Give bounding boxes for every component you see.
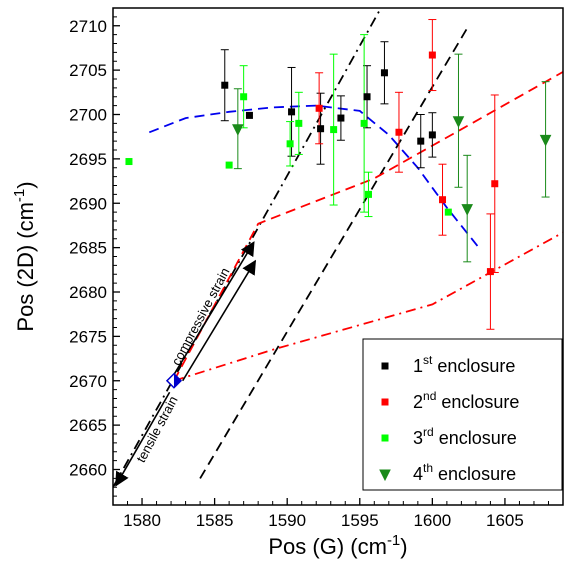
legend-label-rest: enclosure: [432, 356, 515, 376]
y-axis-title: Pos (2D) (cm-1): [11, 181, 38, 331]
data-point-s2-p0: [125, 158, 133, 166]
legend-label-2: 3rd enclosure: [413, 425, 517, 448]
legend-label-num: 1: [413, 356, 423, 376]
legend-label-sup: rd: [423, 425, 434, 439]
x-tick-label-4: 1600: [413, 511, 451, 530]
x-axis-title-sup: -1: [387, 532, 400, 549]
data-point-s2-p2: [240, 93, 248, 101]
data-point-s3-p1: [452, 116, 465, 128]
y-tick-label-5: 2685: [69, 239, 107, 258]
guide-line-0: [148, 104, 480, 249]
legend-label-rest: enclosure: [436, 392, 519, 412]
legend-label-num: 2: [413, 392, 423, 412]
legend-label-rest: enclosure: [434, 428, 517, 448]
data-point-s3-p3: [539, 134, 552, 147]
data-point-s2-p7: [364, 190, 372, 198]
x-tick-label-5: 1605: [486, 511, 524, 530]
strain-arrow-2: [115, 391, 171, 487]
legend-label-sup: st: [423, 353, 433, 367]
legend-label-1: 2nd enclosure: [413, 389, 519, 412]
x-tick-label-1: 1585: [196, 511, 234, 530]
legend-marker-2: [381, 434, 389, 442]
guide-line-1: [199, 25, 470, 479]
legend-marker-3: [379, 469, 391, 482]
data-point-s2-p1: [225, 161, 233, 169]
data-point-s3-p0: [232, 124, 244, 136]
y-tick-label-9: 2705: [69, 61, 107, 80]
data-point-s0-p1: [245, 111, 253, 119]
data-point-s0-p3: [317, 125, 325, 133]
legend-marker-0: [381, 362, 389, 370]
y-tick-label-4: 2680: [69, 283, 107, 302]
y-tick-label-3: 2675: [69, 327, 107, 346]
y-axis-title-sup: -1: [11, 189, 28, 202]
y-axis-title-end: ): [13, 181, 38, 188]
data-point-s2-p8: [444, 208, 452, 216]
x-tick-label-3: 1595: [341, 511, 379, 530]
data-point-s2-p4: [295, 119, 303, 127]
data-point-s2-p5: [330, 126, 338, 134]
y-tick-label-0: 2660: [69, 461, 107, 480]
legend-label-0: 1st enclosure: [413, 353, 515, 376]
y-tick-label-10: 2710: [69, 17, 107, 36]
x-axis-title-end: ): [400, 534, 407, 559]
guide-line-2: [113, 8, 382, 488]
data-point-s0-p6: [380, 69, 388, 77]
data-point-s1-p3: [439, 196, 447, 204]
x-tick-label-2: 1590: [268, 511, 306, 530]
x-tick-label-0: 1580: [123, 511, 161, 530]
data-point-s1-p5: [491, 180, 499, 188]
x-axis-title: Pos (G) (cm-1): [268, 532, 407, 559]
data-point-s0-p0: [221, 81, 229, 89]
legend-label-sup: nd: [423, 389, 436, 403]
legend-label-num: 3: [413, 428, 423, 448]
data-point-s1-p2: [428, 51, 436, 59]
data-point-s0-p4: [337, 114, 345, 122]
data-point-s3-p2: [461, 204, 474, 216]
guide-line-3: [173, 71, 563, 382]
data-point-s1-p4: [486, 268, 494, 276]
data-point-s2-p6: [360, 119, 368, 127]
legend-marker-1: [381, 398, 389, 406]
y-tick-label-8: 2700: [69, 106, 107, 125]
data-point-s1-p1: [395, 128, 403, 136]
data-point-s1-p0: [315, 104, 323, 112]
data-point-s0-p8: [428, 131, 436, 139]
y-tick-label-2: 2670: [69, 372, 107, 391]
legend-box: [362, 338, 563, 491]
y-tick-label-1: 2665: [69, 416, 107, 435]
strain-arrow-1: [181, 259, 257, 382]
data-point-s0-p5: [363, 93, 371, 101]
legend-label-rest: enclosure: [433, 464, 516, 484]
highlight-point-inner: [173, 373, 181, 388]
guide-line-4: [173, 231, 563, 382]
data-point-s2-p3: [286, 140, 294, 148]
data-point-s0-p2: [288, 108, 296, 116]
legend-label-3: 4th enclosure: [413, 461, 516, 484]
legend-label-num: 4: [413, 464, 423, 484]
y-axis-title-main: Pos (2D) (cm: [13, 202, 38, 332]
y-tick-label-6: 2690: [69, 194, 107, 213]
annotation-text-1: tensile strain: [133, 393, 181, 464]
y-tick-label-7: 2695: [69, 150, 107, 169]
x-axis-title-main: Pos (G) (cm: [268, 534, 387, 559]
data-point-s0-p7: [417, 137, 425, 145]
strain-arrow-0: [173, 241, 255, 375]
legend-label-sup: th: [423, 461, 433, 475]
